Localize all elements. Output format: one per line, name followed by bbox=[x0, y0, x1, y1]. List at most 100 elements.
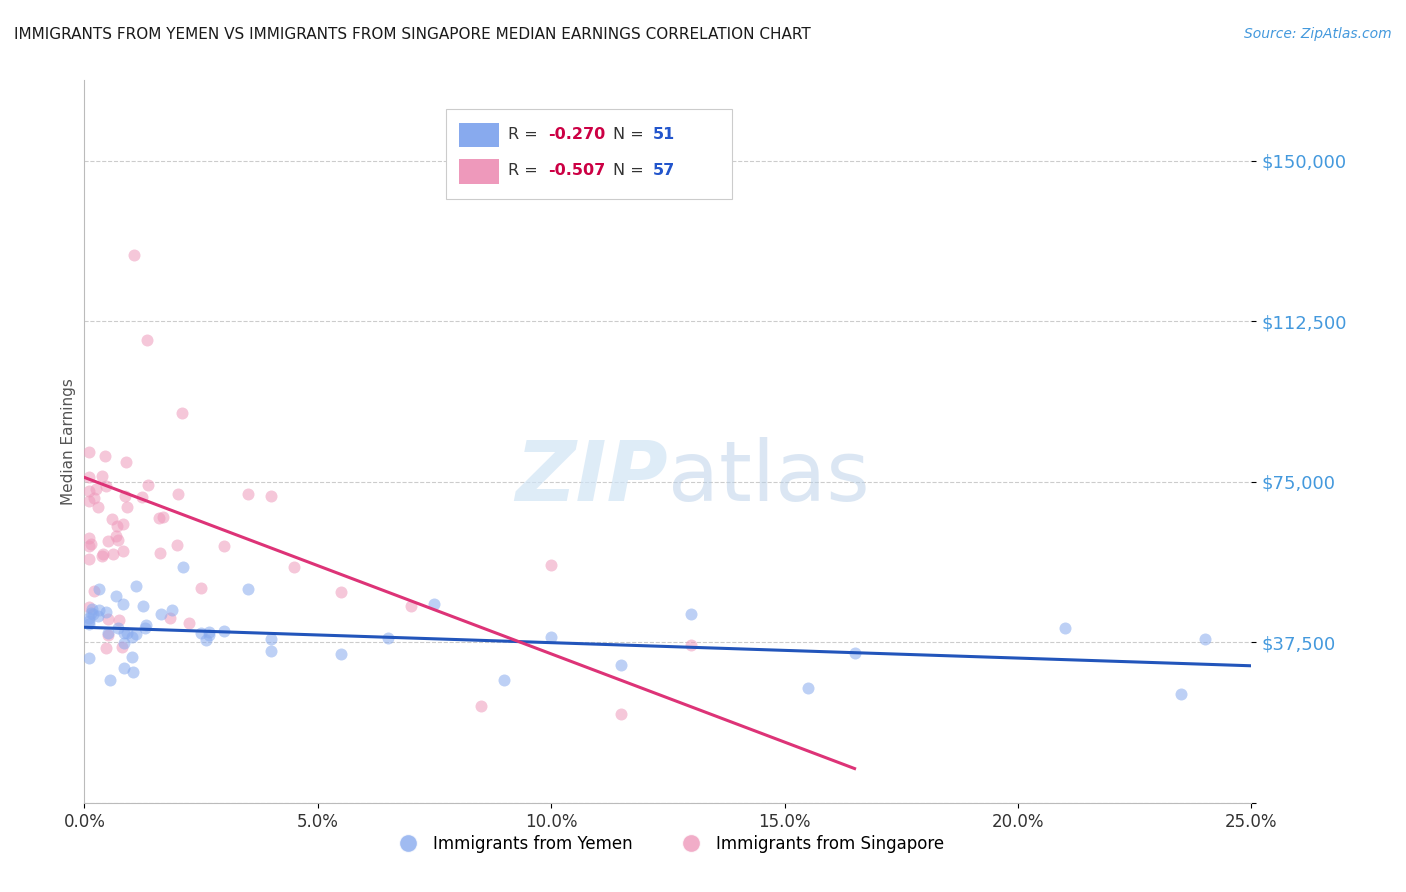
Text: R =: R = bbox=[508, 163, 543, 178]
FancyBboxPatch shape bbox=[446, 109, 733, 200]
Point bbox=[77, 540, 100, 554]
Point bbox=[172, 406, 194, 420]
Point bbox=[87, 603, 110, 617]
Point bbox=[681, 638, 703, 652]
Point bbox=[105, 519, 128, 533]
Point bbox=[160, 603, 183, 617]
Point bbox=[77, 611, 100, 625]
Point bbox=[470, 699, 492, 714]
Point bbox=[84, 482, 107, 496]
Point bbox=[77, 617, 100, 632]
Point bbox=[90, 469, 112, 483]
Point bbox=[190, 625, 212, 640]
Point bbox=[114, 455, 136, 469]
Point bbox=[77, 483, 100, 498]
Text: R =: R = bbox=[508, 127, 543, 142]
Point bbox=[104, 589, 127, 603]
Point bbox=[198, 628, 221, 642]
Point bbox=[166, 487, 188, 501]
Point bbox=[260, 643, 283, 657]
Text: -0.507: -0.507 bbox=[548, 163, 605, 178]
Point bbox=[77, 552, 100, 566]
Point bbox=[79, 531, 101, 545]
Point bbox=[112, 626, 135, 640]
Point bbox=[172, 560, 194, 574]
Point bbox=[111, 640, 134, 655]
Point bbox=[540, 631, 562, 645]
Point bbox=[86, 609, 108, 624]
Point bbox=[198, 625, 221, 640]
FancyBboxPatch shape bbox=[458, 159, 499, 184]
Point bbox=[149, 546, 172, 560]
Point bbox=[150, 607, 173, 621]
Point bbox=[194, 632, 217, 647]
Point bbox=[87, 582, 110, 596]
Point bbox=[97, 612, 120, 626]
Point bbox=[214, 624, 236, 638]
Text: 51: 51 bbox=[652, 127, 675, 142]
Point bbox=[96, 640, 118, 655]
Point bbox=[134, 621, 156, 635]
Point bbox=[136, 477, 159, 491]
Point bbox=[494, 673, 516, 687]
Point bbox=[236, 487, 259, 501]
Point bbox=[83, 491, 105, 505]
Point bbox=[77, 600, 100, 615]
Point bbox=[111, 544, 134, 558]
Point bbox=[115, 626, 138, 640]
Point bbox=[148, 511, 170, 525]
Point bbox=[77, 470, 100, 484]
Point bbox=[94, 479, 117, 493]
Point bbox=[681, 607, 703, 622]
Point bbox=[114, 489, 136, 503]
Point bbox=[540, 558, 562, 573]
Text: N =: N = bbox=[613, 163, 650, 178]
Point bbox=[98, 673, 121, 687]
Point bbox=[97, 628, 120, 642]
Point bbox=[107, 621, 129, 635]
Point bbox=[125, 627, 148, 641]
Point bbox=[112, 661, 135, 675]
Point bbox=[330, 585, 353, 599]
Point bbox=[94, 449, 117, 463]
Point bbox=[152, 510, 174, 524]
Point bbox=[104, 529, 127, 543]
Point bbox=[135, 334, 157, 348]
Point bbox=[93, 547, 115, 561]
Y-axis label: Median Earnings: Median Earnings bbox=[60, 378, 76, 505]
Point bbox=[80, 601, 103, 615]
Point bbox=[135, 618, 157, 632]
Point bbox=[377, 631, 399, 645]
Point bbox=[77, 493, 100, 508]
Point bbox=[260, 632, 283, 647]
Point bbox=[97, 626, 120, 640]
Point bbox=[797, 681, 820, 695]
Point bbox=[283, 560, 305, 574]
Point bbox=[83, 584, 105, 599]
Text: IMMIGRANTS FROM YEMEN VS IMMIGRANTS FROM SINGAPORE MEDIAN EARNINGS CORRELATION C: IMMIGRANTS FROM YEMEN VS IMMIGRANTS FROM… bbox=[14, 27, 811, 42]
Point bbox=[236, 582, 259, 597]
Point bbox=[82, 607, 104, 621]
Point bbox=[112, 517, 135, 532]
Point bbox=[90, 549, 112, 563]
Point bbox=[330, 647, 353, 661]
Point bbox=[121, 631, 143, 645]
Point bbox=[115, 500, 138, 514]
Point bbox=[97, 533, 120, 548]
Point bbox=[121, 650, 143, 665]
Point bbox=[107, 533, 129, 547]
Point bbox=[260, 489, 283, 503]
Point bbox=[122, 248, 145, 262]
Point bbox=[80, 606, 103, 620]
Point bbox=[610, 706, 633, 721]
Point bbox=[179, 615, 201, 630]
Text: N =: N = bbox=[613, 127, 650, 142]
Point bbox=[108, 613, 131, 627]
Point bbox=[80, 536, 103, 550]
Point bbox=[101, 547, 124, 561]
Point bbox=[1194, 632, 1216, 646]
Point bbox=[166, 538, 188, 552]
Point bbox=[77, 445, 100, 459]
Point bbox=[122, 665, 145, 679]
Legend: Immigrants from Yemen, Immigrants from Singapore: Immigrants from Yemen, Immigrants from S… bbox=[385, 828, 950, 860]
